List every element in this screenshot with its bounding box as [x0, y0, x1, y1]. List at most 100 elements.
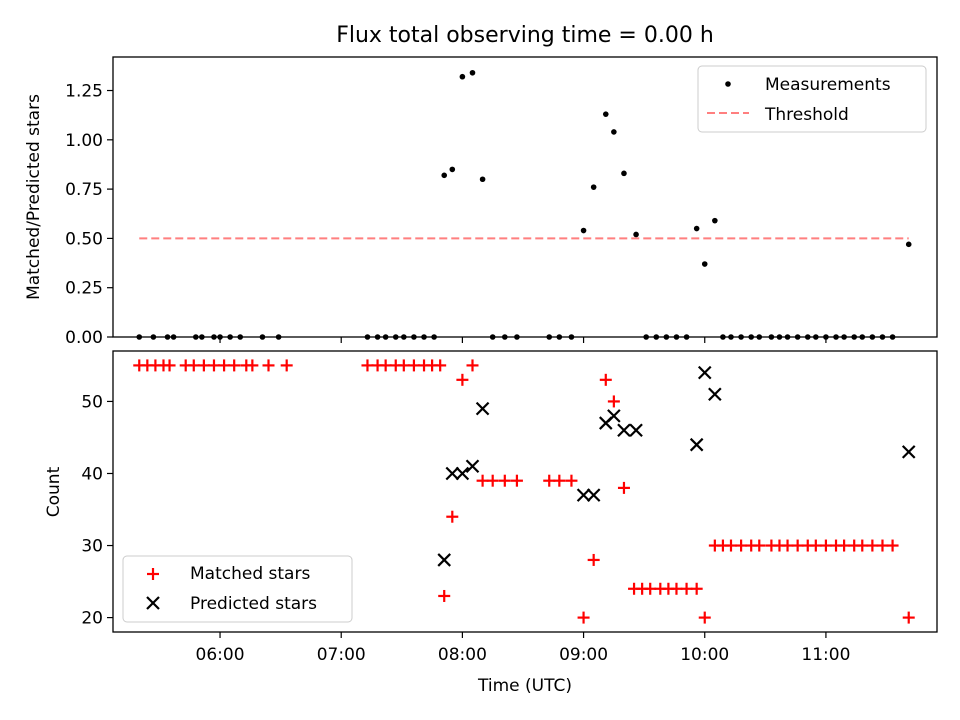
matched-star-point: [218, 359, 231, 372]
top-y-tick-label: 0.25: [65, 279, 103, 299]
measurement-point: [621, 170, 627, 177]
matched-star-point: [577, 611, 590, 624]
matched-star-point: [565, 474, 578, 487]
predicted-star-point: [607, 409, 621, 423]
predicted-star-point: [455, 466, 470, 481]
top-x-ticks: [219, 337, 827, 343]
matched-star-point: [207, 359, 220, 372]
predicted-star-point: [617, 423, 631, 438]
matched-star-point: [698, 611, 711, 624]
chart-title: Flux total observing time = 0.00 h: [336, 23, 714, 48]
top-legend-box: [697, 65, 927, 133]
matched-star-point: [187, 359, 200, 372]
bottom-x-tick-label: 07:00: [317, 645, 366, 665]
measurement-point: [633, 231, 639, 238]
measurement-point: [590, 184, 597, 190]
measurement-point: [602, 111, 609, 117]
matched-star-point: [902, 611, 915, 624]
matched-star-point: [781, 539, 794, 552]
matched-star-point: [725, 539, 737, 552]
bottom-x-tick-label: 06:00: [196, 645, 245, 665]
matched-star-point: [599, 373, 612, 386]
legend-measurements-label: Measurements: [765, 75, 891, 95]
matched-star-point: [246, 359, 259, 372]
top-y-tick-label: 0.75: [65, 180, 103, 200]
matched-star-point: [886, 539, 899, 552]
matched-star-point: [262, 359, 275, 372]
bottom-y-tick-label: 40: [81, 464, 103, 484]
predicted-star-point: [697, 365, 712, 380]
matched-star-point: [466, 359, 479, 372]
measurement-point: [441, 172, 448, 179]
bottom-y-tick-label: 30: [81, 537, 103, 557]
matched-star-point: [280, 359, 293, 372]
matched-star-point: [680, 582, 693, 595]
matched-star-point: [690, 582, 703, 595]
matched-star-point: [819, 539, 832, 552]
predicted-star-point: [708, 387, 722, 402]
top-legend: Measurements Threshold: [697, 65, 927, 133]
bottom-y-tick-label: 50: [81, 392, 103, 412]
predicted-star-point: [465, 459, 480, 474]
matched-star-point: [434, 359, 447, 372]
bottom-y-ticks: 20 30 40 50: [81, 392, 113, 629]
matched-star-point: [361, 359, 374, 372]
measurement-point: [611, 129, 617, 135]
bottom-x-tick-label: 09:00: [559, 645, 608, 665]
bottom-y-tick-label: 20: [81, 609, 103, 629]
top-y-ticks: 0.00 0.25 0.50 0.75 1.00 1.25: [65, 82, 113, 348]
bottom-x-tick-label: 10:00: [680, 645, 729, 665]
predicted-star-point: [445, 466, 460, 481]
matched-star-point: [498, 474, 511, 487]
predicted-star-point: [901, 445, 916, 459]
measurement-point: [449, 166, 456, 173]
matched-star-point: [228, 359, 241, 372]
top-marks: [136, 69, 912, 340]
legend-matched-marker: [147, 568, 159, 580]
predicted-star-point: [586, 488, 601, 502]
predicted-star-point: [629, 423, 643, 438]
matched-star-point: [553, 474, 566, 487]
matched-star-point: [735, 539, 748, 552]
matched-star-point: [607, 395, 620, 408]
matched-star-point: [446, 510, 459, 523]
matched-star-point: [617, 481, 630, 494]
matched-star-point: [456, 373, 469, 386]
matched-star-point: [476, 474, 489, 487]
legend-predicted-marker: [146, 596, 160, 610]
predicted-star-point: [689, 437, 704, 452]
matched-star-point: [197, 359, 210, 372]
measurement-point: [469, 69, 476, 76]
legend-measurements-marker: [725, 81, 731, 87]
measurement-point: [479, 176, 486, 183]
bottom-legend-box: [122, 555, 353, 623]
measurement-point: [905, 241, 912, 248]
bottom-marks: [133, 359, 916, 624]
top-y-tick-label: 0.00: [65, 328, 103, 348]
measurement-point: [701, 261, 708, 267]
predicted-star-point: [576, 488, 591, 502]
matched-star-point: [838, 539, 851, 552]
matched-star-point: [438, 589, 451, 602]
matched-star-point: [809, 539, 822, 552]
matched-star-point: [486, 474, 499, 487]
matched-star-point: [163, 359, 176, 372]
top-y-tick-label: 1.00: [65, 131, 103, 151]
matched-star-point: [876, 539, 889, 552]
matched-star-point: [407, 359, 420, 372]
bottom-y-axis-label: Count: [44, 466, 64, 517]
top-panel: 0.00 0.25 0.50 0.75 1.00 1.25 Matched/Predict…: [24, 56, 938, 348]
measurement-point: [459, 73, 466, 80]
top-y-axis-label: Matched/Predicted stars: [24, 94, 44, 300]
legend-threshold-label: Threshold: [764, 105, 849, 125]
matched-star-point: [644, 582, 657, 595]
legend-matched-label: Matched stars: [190, 564, 310, 584]
bottom-x-tick-label: 08:00: [438, 645, 487, 665]
measurement-point: [580, 227, 587, 234]
bottom-axes-frame: [112, 350, 938, 633]
bottom-x-axis-label: Time (UTC): [477, 676, 572, 696]
matched-star-point: [587, 553, 600, 566]
predicted-star-point: [437, 553, 451, 567]
